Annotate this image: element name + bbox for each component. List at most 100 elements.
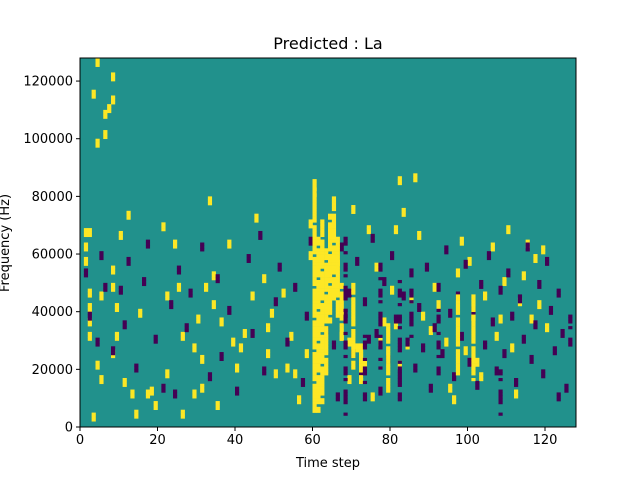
heatmap-cell	[320, 271, 325, 275]
heatmap-cell	[514, 380, 519, 385]
heatmap-cell	[362, 300, 368, 304]
heatmap-cell	[316, 375, 321, 379]
heatmap-cell	[490, 323, 495, 327]
heatmap-cell	[428, 328, 433, 333]
heatmap-cell	[176, 285, 182, 289]
heatmap-cell	[386, 383, 391, 387]
heatmap-cell	[475, 363, 480, 367]
heatmap-cell	[343, 317, 348, 321]
heatmap-cell	[320, 259, 325, 263]
heatmap-cell	[316, 354, 321, 359]
heatmap-cell	[436, 303, 441, 307]
heatmap-cell	[436, 314, 441, 318]
heatmap-cell	[343, 395, 348, 399]
heatmap-cell	[324, 248, 329, 252]
heatmap-cell	[405, 340, 410, 344]
heatmap-cell	[494, 372, 499, 376]
heatmap-cell	[308, 256, 313, 261]
heatmap-cell	[95, 144, 100, 148]
heatmap-cell	[331, 251, 337, 255]
heatmap-cell	[328, 242, 333, 246]
heatmap-cell	[316, 380, 321, 385]
heatmap-cell	[335, 288, 340, 292]
heatmap-cell	[374, 328, 379, 333]
heatmap-cell	[328, 248, 333, 252]
heatmap-cell	[312, 354, 317, 359]
heatmap-cell	[339, 303, 344, 307]
heatmap-cell	[517, 294, 523, 298]
heatmap-cell	[312, 288, 317, 292]
heatmap-cell	[320, 279, 325, 284]
heatmap-cell	[351, 323, 356, 327]
heatmap-cell	[339, 314, 344, 318]
heatmap-cell	[308, 254, 313, 258]
heatmap-cell	[328, 303, 333, 307]
heatmap-cell	[421, 343, 426, 347]
heatmap-cell	[393, 317, 399, 321]
heatmap-cell	[339, 245, 344, 249]
heatmap-cell	[145, 245, 151, 249]
heatmap-cell	[378, 300, 383, 304]
heatmap-cell	[517, 303, 523, 307]
heatmap-cell	[192, 392, 197, 396]
heatmap-cell	[262, 274, 267, 278]
heatmap-cell	[378, 314, 383, 318]
heatmap-cell	[262, 366, 267, 370]
heatmap-cell	[444, 340, 449, 344]
heatmap-cell	[324, 285, 329, 289]
heatmap-cell	[386, 323, 391, 327]
heatmap-cell	[459, 334, 464, 338]
heatmap-cell	[320, 294, 325, 298]
heatmap-cell	[111, 268, 116, 272]
heatmap-cell	[537, 282, 542, 287]
heatmap-cell	[541, 372, 546, 376]
heatmap-cell	[397, 349, 402, 353]
heatmap-cell	[386, 389, 391, 393]
heatmap-cell	[471, 340, 476, 344]
heatmap-cell	[316, 320, 321, 324]
heatmap-cell	[312, 213, 317, 217]
plot-frame	[79, 57, 577, 428]
heatmap-cell	[312, 207, 317, 212]
heatmap-cell	[455, 271, 461, 275]
heatmap-cell	[397, 369, 402, 373]
heatmap-cell	[351, 285, 356, 289]
heatmap-cell	[312, 366, 317, 370]
heatmap-cell	[165, 369, 170, 373]
heatmap-cell	[320, 248, 325, 252]
y-axis-label: Frequency (Hz)	[0, 194, 13, 292]
heatmap-cell	[378, 268, 383, 272]
heatmap-cell	[173, 242, 178, 246]
heatmap-cell	[390, 256, 395, 261]
heatmap-cell	[533, 256, 538, 261]
heatmap-cell	[320, 288, 325, 292]
heatmap-cell	[331, 233, 337, 238]
heatmap-cell	[436, 282, 441, 287]
heatmap-cell	[324, 328, 329, 333]
heatmap-cell	[494, 334, 499, 338]
heatmap-cell	[87, 308, 92, 312]
heatmap-cell	[87, 323, 92, 327]
heatmap-cell	[498, 395, 503, 399]
heatmap-cell	[192, 395, 197, 399]
heatmap-cell	[455, 311, 461, 315]
heatmap-cell	[479, 282, 484, 287]
heatmap-cell	[285, 340, 290, 344]
heatmap-cell	[180, 337, 185, 341]
heatmap-cell	[467, 357, 472, 361]
heatmap-cell	[328, 256, 333, 261]
heatmap-cell	[378, 320, 383, 324]
heatmap-cell	[393, 326, 399, 330]
heatmap-cell	[397, 398, 402, 402]
heatmap-cell	[362, 297, 368, 301]
heatmap-cell	[537, 300, 542, 304]
heatmap-cell	[471, 372, 476, 376]
heatmap-cell	[351, 300, 356, 304]
heatmap-cell	[436, 372, 441, 376]
heatmap-cell	[293, 282, 298, 287]
heatmap-cell	[335, 395, 340, 399]
heatmap-cell	[273, 300, 278, 304]
heatmap-cell	[362, 334, 368, 338]
heatmap-cell	[359, 372, 364, 376]
heatmap-cell	[455, 308, 461, 312]
